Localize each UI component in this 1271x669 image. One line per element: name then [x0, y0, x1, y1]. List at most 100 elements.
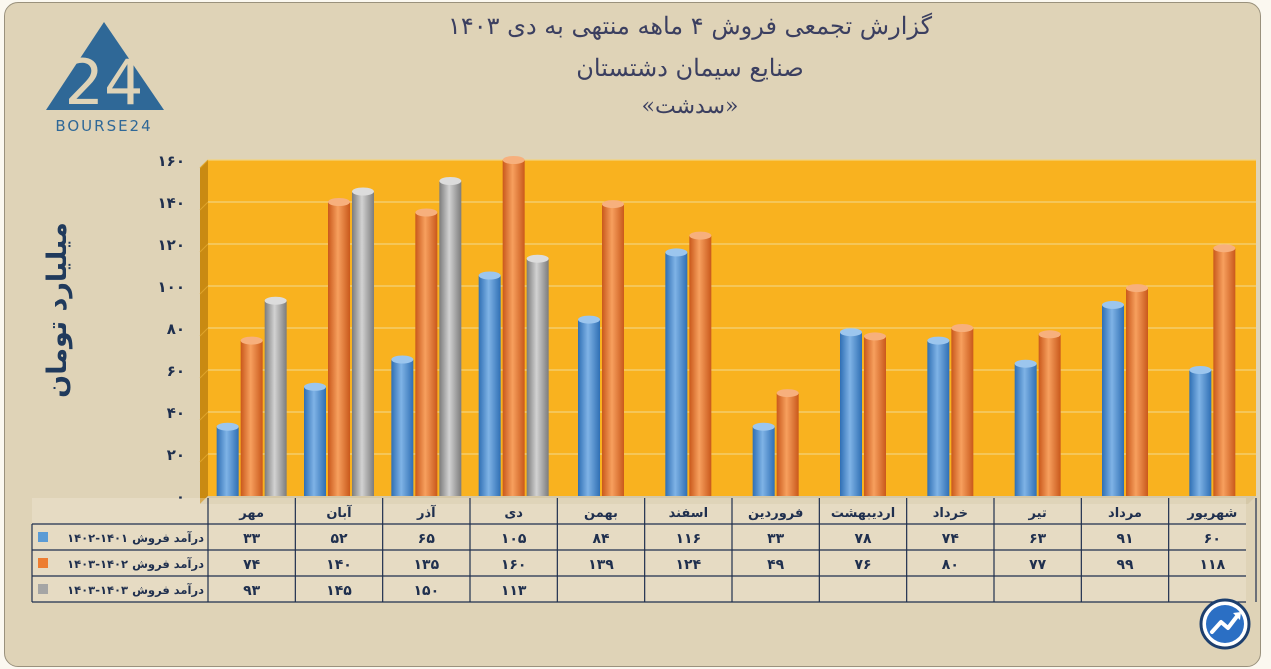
table-value: ۱۱۳ — [501, 583, 527, 599]
bar-series-1 — [1014, 363, 1037, 496]
growth-chart-icon — [1199, 598, 1251, 654]
gridline-side — [199, 285, 209, 295]
logo-mark: 24 — [65, 46, 144, 119]
bar-series-2-cap — [328, 198, 350, 206]
bar-series-2 — [1213, 248, 1236, 496]
bar-series-2-cap — [415, 208, 438, 217]
legend-swatch — [38, 558, 48, 568]
bar-series-1-cap — [391, 355, 414, 364]
table-value: ۴۹ — [767, 557, 785, 573]
bar-series-2-cap — [1213, 244, 1236, 253]
x-tick-label: اردیبهشت — [831, 506, 895, 521]
gridline-side — [199, 201, 209, 211]
x-tick-label: اسفند — [669, 506, 708, 521]
table-value: ۷۶ — [854, 557, 871, 573]
bar-series-1-cap — [578, 315, 600, 324]
bar-series-2-cap — [602, 200, 624, 209]
bar-series-2 — [240, 340, 263, 496]
plot-floor — [200, 496, 1256, 504]
bar-series-1-cap — [927, 336, 950, 345]
bar-series-2-cap — [776, 389, 799, 398]
bar-series-2 — [602, 204, 624, 496]
legend-entry: درآمد فروش ۱۴۰۲-۱۴۰۳ — [67, 557, 204, 572]
table-value: ۶۰ — [1204, 531, 1221, 547]
bar-series-1 — [304, 386, 326, 496]
table-value: ۱۵۰ — [414, 583, 440, 599]
bar-series-2-cap — [240, 336, 263, 345]
bar-series-1-cap — [304, 382, 326, 391]
table-value: ۳۳ — [243, 531, 261, 547]
table-value: ۱۳۹ — [588, 557, 614, 573]
y-tick-label: ۱۲۰ — [158, 236, 185, 254]
bar-series-2 — [951, 328, 974, 496]
table-value: ۷۴ — [243, 557, 261, 573]
bar-series-1 — [752, 426, 775, 496]
table-value: ۹۹ — [1116, 557, 1134, 573]
bar-series-1 — [391, 359, 414, 496]
bar-series-1 — [1102, 304, 1124, 496]
chart-ticker: «سدشت» — [641, 94, 739, 119]
x-tick-label: مهر — [238, 506, 264, 521]
table-value: ۳۳ — [767, 531, 785, 547]
bar-series-1 — [840, 332, 862, 496]
bar-series-1-cap — [1102, 300, 1124, 309]
gridline-side — [199, 453, 209, 463]
table-value: ۷۸ — [854, 531, 872, 547]
bar-series-2-cap — [951, 324, 974, 332]
table-value: ۱۲۴ — [676, 557, 702, 573]
bar-series-1-cap — [840, 328, 862, 337]
table-value: ۱۱۸ — [1200, 557, 1226, 573]
bar-series-2-cap — [502, 156, 525, 164]
bar-series-2-cap — [864, 332, 886, 341]
bar-series-1 — [216, 426, 239, 496]
chart-subtitle: صنایع سیمان دشتستان — [576, 54, 804, 82]
bar-series-3-cap — [526, 254, 549, 263]
bar-series-2-cap — [1126, 284, 1148, 293]
table-value: ۱۶۰ — [501, 557, 527, 573]
x-tick-label: خرداد — [933, 506, 968, 521]
bar-series-3 — [264, 300, 287, 496]
gridline-side — [199, 369, 209, 379]
logo-text: BOURSE24 — [55, 117, 152, 135]
bar-series-1-cap — [752, 422, 775, 431]
gridline-side — [199, 243, 209, 253]
table-value: ۶۵ — [418, 531, 436, 547]
y-tick-label: ۰ — [176, 488, 185, 506]
y-tick-label: ۴۰ — [167, 404, 185, 422]
bar-series-2-cap — [1038, 330, 1061, 339]
bar-series-1-cap — [478, 271, 501, 280]
chart-title: گزارش تجمعی فروش ۴ ماهه منتهی به دی ۱۴۰۳ — [447, 12, 933, 40]
bar-series-2-cap — [689, 231, 712, 240]
bar-series-2 — [1126, 288, 1148, 496]
table-value: ۱۴۰ — [326, 557, 352, 573]
bar-series-1-cap — [665, 248, 688, 257]
legend-entry: درآمد فروش ۱۴۰۳-۱۴۰۳ — [67, 583, 204, 598]
bar-series-3-cap — [352, 187, 374, 196]
y-tick-label: ۱۰۰ — [158, 278, 185, 296]
bar-series-1 — [478, 275, 501, 496]
x-tick-label: شهریور — [1186, 506, 1237, 521]
y-tick-label: ۱۴۰ — [158, 194, 185, 212]
bar-series-2 — [1038, 334, 1061, 496]
x-tick-label: تیر — [1028, 506, 1047, 521]
y-tick-label: ۲۰ — [167, 446, 185, 464]
gridline-side — [199, 327, 209, 337]
bar-series-1 — [665, 252, 688, 496]
bar-series-3 — [439, 181, 462, 496]
x-tick-label: فروردین — [748, 506, 803, 521]
bar-series-2 — [328, 202, 350, 496]
x-tick-label: بهمن — [584, 506, 618, 521]
bar-series-1 — [578, 319, 600, 496]
y-tick-label: ۱۶۰ — [158, 152, 185, 170]
bar-series-1-cap — [216, 422, 239, 431]
bar-series-2 — [776, 393, 799, 496]
table-value: ۹۱ — [1116, 531, 1133, 547]
legend-swatch — [38, 584, 48, 594]
bar-series-2 — [502, 160, 525, 496]
gridline-side — [199, 411, 209, 421]
bar-series-3 — [526, 258, 549, 496]
bar-series-1 — [927, 340, 950, 496]
x-tick-label: آذر — [416, 504, 436, 521]
bar-series-3-cap — [264, 296, 287, 305]
